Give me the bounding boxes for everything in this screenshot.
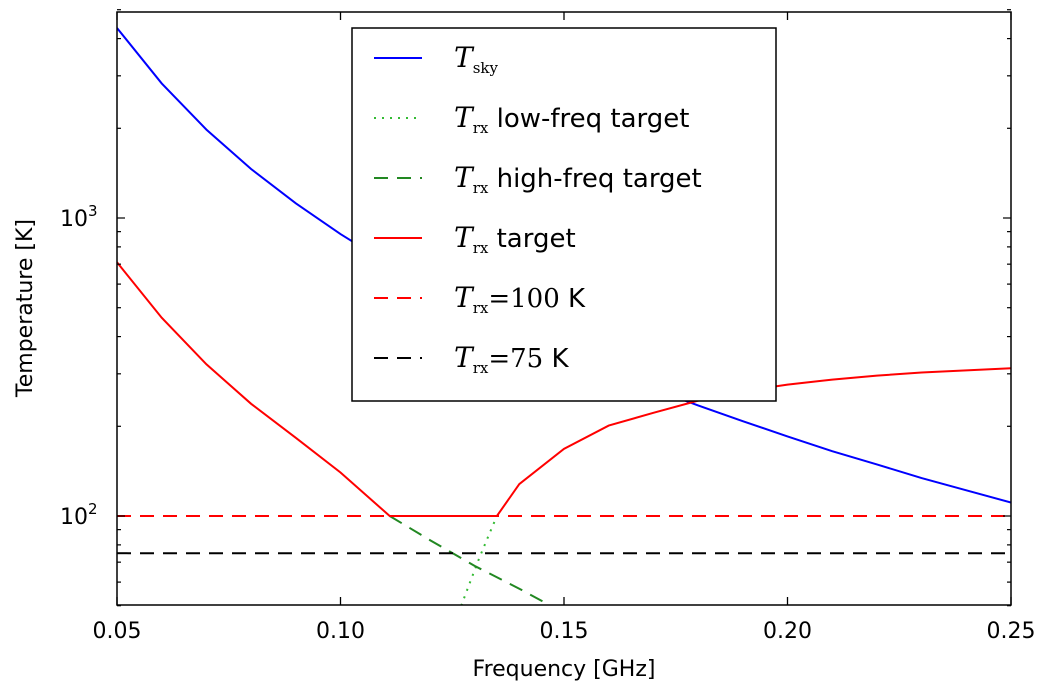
x-tick-label: 0.25	[987, 619, 1036, 644]
legend-box	[351, 27, 777, 402]
x-tick-label: 0.20	[763, 619, 812, 644]
y-axis-label: Temperature [K]	[13, 219, 38, 398]
y-tick-label: 103	[60, 202, 98, 232]
legend-label-trx_target: Trx target	[454, 221, 576, 257]
x-tick-label: 0.10	[316, 619, 365, 644]
series-trx_low-line	[460, 515, 498, 605]
x-tick-label: 0.15	[540, 619, 589, 644]
legend-label-tsky: Tsky	[454, 41, 498, 77]
legend-label-trx_75: Trx=75 K	[454, 341, 569, 377]
series-trx_target-line	[117, 261, 1011, 517]
series-trx_high-line	[389, 515, 552, 605]
legend-label-trx_low: Trx low-freq target	[454, 101, 689, 137]
legend: Tsky Trx low-freq target Trx high-freq tar…	[351, 27, 777, 402]
y-tick-label: 102	[60, 500, 98, 530]
x-tick-label: 0.05	[93, 619, 142, 644]
ticks-layer: 0.05 0.10 0.15 0.20 0.25 102 103	[60, 9, 1036, 644]
legend-label-trx_high: Trx high-freq target	[454, 161, 702, 197]
legend-label-trx_100: Trx=100 K	[454, 281, 586, 317]
x-axis-label: Frequency [GHz]	[473, 657, 656, 682]
